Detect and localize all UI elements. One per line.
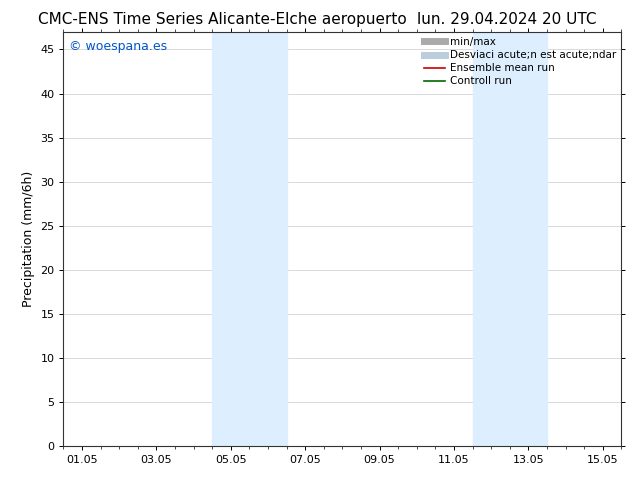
Bar bbox=[212, 32, 287, 446]
Text: lun. 29.04.2024 20 UTC: lun. 29.04.2024 20 UTC bbox=[417, 12, 597, 27]
Legend: min/max, Desviaci acute;n est acute;ndar, Ensemble mean run, Controll run: min/max, Desviaci acute;n est acute;ndar… bbox=[424, 37, 616, 86]
Y-axis label: Precipitation (mm/6h): Precipitation (mm/6h) bbox=[22, 171, 35, 307]
Text: © woespana.es: © woespana.es bbox=[69, 40, 167, 53]
Bar bbox=[472, 32, 547, 446]
Text: CMC-ENS Time Series Alicante-Elche aeropuerto: CMC-ENS Time Series Alicante-Elche aerop… bbox=[37, 12, 406, 27]
